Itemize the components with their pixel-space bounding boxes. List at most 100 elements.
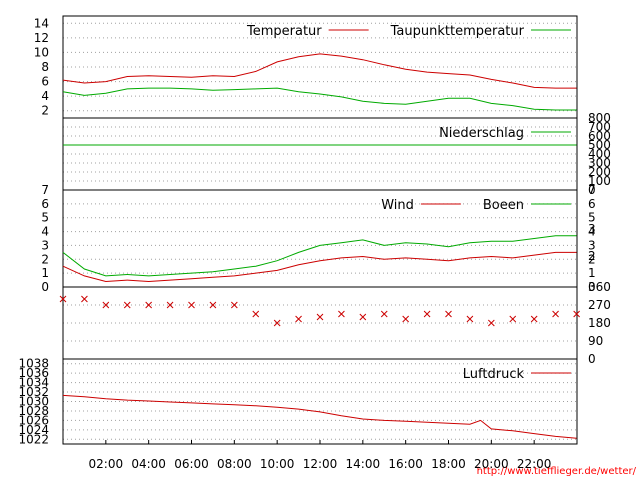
y-tick-label: 6 [41,75,49,89]
y-tick-label: 1036 [18,366,49,380]
x-tick-label: 10:00 [260,457,295,471]
x-tick-label: 02:00 [89,457,124,471]
wind-direction-point [123,301,131,309]
legend-label: Boeen [483,198,524,213]
y-tick-label: 100 [588,174,611,188]
wind-direction-point [359,313,367,321]
wind-direction-point [487,319,495,327]
y-tick-label: 6 [41,197,49,211]
series-line [62,53,577,89]
y-tick-label: 270 [588,298,611,312]
series-line [62,235,577,277]
y-tick-label: 1038 [18,357,49,371]
wind-direction-point [59,295,67,303]
y-tick-label: 500 [588,138,611,152]
y-tick-label: 6 [588,197,596,211]
y-tick-label: 200 [588,165,611,179]
wind-direction-point [188,301,195,309]
y-tick-label: 2 [588,252,596,266]
wind-direction-point [209,301,217,309]
y-tick-label: 2 [41,252,49,266]
wind-direction-point [552,310,559,318]
y-tick-label: 1030 [18,395,49,409]
wind-direction-point [230,301,238,309]
wind-direction-point [252,310,260,318]
y-tick-label: 800 [588,111,611,125]
wind-direction-point [530,315,538,323]
y-tick-label: 1032 [18,385,49,399]
wind-direction-point [102,301,110,309]
y-tick-label: 4 [41,225,49,239]
y-tick-label: 0 [41,280,49,294]
y-tick-label: 1 [588,266,596,280]
y-tick-label: 14 [34,16,49,30]
x-tick-label: 22:00 [517,457,552,471]
y-tick-label: 5 [588,211,596,225]
y-tick-label: 1026 [18,413,49,427]
series-line [62,394,577,439]
y-tick-label: 90 [588,334,603,348]
y-tick-label: 1024 [18,423,49,437]
y-tick-label: 400 [588,147,611,161]
y-tick-label: 12 [34,31,49,45]
x-tick-label: 12:00 [303,457,338,471]
y-tick-label: 1 [41,266,49,280]
y-tick-label: 360 [588,280,611,294]
y-tick-label: 700 [588,120,611,134]
y-tick-label: 5 [41,211,49,225]
legend-label: Niederschlag [439,126,524,141]
wind-direction-point [166,301,174,309]
y-tick-label: 0 [588,183,596,197]
y-tick-label: 1022 [18,432,49,446]
y-tick-label: 1034 [18,376,49,390]
y-tick-label: 4 [588,225,596,239]
y-tick-label: 3 [588,238,596,252]
y-tick-label: 0 [588,280,596,294]
panel-4: 0 90 180 270 360 [59,280,611,366]
y-tick-label: 1028 [18,404,49,418]
x-tick-label: 18:00 [431,457,466,471]
wind-direction-point [316,313,324,321]
y-tick-label: 300 [588,156,611,170]
x-tick-label: 06:00 [174,457,209,471]
x-tick-label: 20:00 [474,457,509,471]
wind-direction-point [380,310,388,318]
wind-direction-point [423,310,431,318]
wind-direction-point [509,315,517,323]
wind-direction-point [81,295,88,303]
y-tick-label: 7 [588,183,596,197]
credit-link[interactable]: http://www.tiefflieger.de/wetter/ [477,466,637,477]
wind-direction-point [445,310,452,318]
wind-direction-point [338,310,345,318]
legend-label: Temperatur [246,24,322,39]
wind-direction-point [466,315,474,323]
legend-label: Wind [381,198,414,213]
y-tick-label-right: 2 [588,249,596,263]
wind-direction-point [295,315,302,323]
legend-label: Luftdruck [463,367,525,382]
wind-direction-point [402,315,410,323]
y-tick-label: 0 [588,352,596,366]
y-tick-label: 600 [588,129,611,143]
wind-direction-point [145,301,153,309]
y-tick-label: 10 [34,45,49,59]
y-tick-label: 8 [41,60,49,74]
x-tick-label: 04:00 [131,457,166,471]
y-tick-label: 4 [41,89,49,103]
x-tick-label: 14:00 [346,457,381,471]
wind-direction-point [273,319,281,327]
y-tick-label: 2 [41,104,49,118]
y-tick-label: 3 [41,238,49,252]
y-tick-label: 180 [588,316,611,330]
legend-label: Taupunkttemperatur [390,24,525,39]
x-tick-label: 08:00 [217,457,252,471]
series-line [62,87,577,111]
wind-direction-point [573,310,580,318]
y-tick-label-right: 3 [588,222,596,236]
y-tick-label: 7 [41,183,49,197]
